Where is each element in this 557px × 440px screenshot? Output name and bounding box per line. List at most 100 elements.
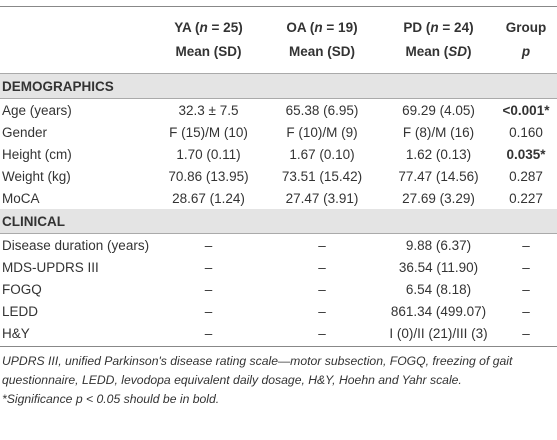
cell-text: Height (cm) bbox=[2, 146, 72, 162]
row-label: Gender bbox=[0, 121, 155, 143]
cell-text: – bbox=[204, 303, 213, 319]
header-cell: OA (n = 19) bbox=[262, 7, 382, 40]
cell-text: 73.51 (15.42) bbox=[281, 168, 363, 184]
header-text: Mean (SD) bbox=[288, 43, 355, 59]
header-text: n bbox=[430, 19, 439, 35]
row-label: H&Y bbox=[0, 322, 155, 347]
cell: 861.34 (499.07) bbox=[382, 300, 495, 322]
header-text: OA ( bbox=[286, 19, 315, 35]
cell-text: – bbox=[204, 281, 213, 297]
cell: 36.54 (11.90) bbox=[382, 256, 495, 278]
cell-text: Disease duration (years) bbox=[2, 237, 150, 253]
cell-text: F (8)/M (16) bbox=[402, 124, 475, 140]
data-row: H&Y – – I (0)/II (21)/III (3) – bbox=[0, 322, 557, 347]
cell: 0.227 bbox=[495, 187, 557, 209]
cell: – bbox=[262, 234, 382, 257]
header-text: Mean ( bbox=[405, 43, 449, 59]
section-row: CLINICAL bbox=[0, 209, 557, 234]
cell-text: – bbox=[204, 237, 213, 253]
header-cell: YA (n = 25) bbox=[155, 7, 262, 40]
cell-text: – bbox=[318, 259, 326, 275]
cell: – bbox=[155, 256, 262, 278]
cell-text: I (0)/II (21)/III (3) bbox=[389, 325, 488, 341]
section-title: CLINICAL bbox=[2, 213, 65, 229]
cell-text: <0.001* bbox=[502, 102, 550, 118]
header-row: YA (n = 25) OA (n = 19) PD (n = 24) Group bbox=[0, 7, 557, 40]
cell: – bbox=[262, 256, 382, 278]
data-row: Height (cm) 1.70 (0.11) 1.67 (0.10) 1.62 (0… bbox=[0, 143, 557, 165]
cell: – bbox=[262, 278, 382, 300]
cell: 70.86 (13.95) bbox=[155, 165, 262, 187]
cell: F (8)/M (16) bbox=[382, 121, 495, 143]
cell: 0.160 bbox=[495, 121, 557, 143]
header-text: ) bbox=[467, 43, 472, 59]
cell: – bbox=[495, 234, 557, 257]
cell-text: 0.227 bbox=[509, 190, 543, 206]
cell: 27.69 (3.29) bbox=[382, 187, 495, 209]
cell-text: F (15)/M (10) bbox=[169, 124, 248, 140]
cell-text: F (10)/M (9) bbox=[286, 124, 358, 140]
cell-text: LEDD bbox=[2, 303, 39, 319]
footnote: *Significance p < 0.05 should be in bold… bbox=[2, 392, 220, 406]
header-text: n bbox=[199, 19, 208, 35]
data-row: FOGQ – – 6.54 (8.18) – bbox=[0, 278, 557, 300]
cell-text: – bbox=[318, 237, 326, 253]
row-label: FOGQ bbox=[0, 278, 155, 300]
cell-text: MDS-UPDRS III bbox=[2, 259, 99, 275]
header-text: YA ( bbox=[174, 19, 200, 35]
cell: 65.38 (6.95) bbox=[262, 99, 382, 122]
cell-text: – bbox=[204, 259, 213, 275]
header-text: = 24) bbox=[438, 19, 474, 35]
data-row: LEDD – – 861.34 (499.07) – bbox=[0, 300, 557, 322]
cell-text: 1.67 (0.10) bbox=[289, 146, 355, 162]
section-title: DEMOGRAPHICS bbox=[2, 78, 114, 94]
footnote: UPDRS III, unified Parkinson's disease r… bbox=[2, 354, 513, 387]
cell-text: 9.88 (6.37) bbox=[405, 237, 472, 253]
cell: 0.287 bbox=[495, 165, 557, 187]
cell: – bbox=[262, 322, 382, 347]
header-cell: p bbox=[495, 39, 557, 74]
header-cell bbox=[0, 7, 155, 40]
cell-text: – bbox=[522, 237, 530, 253]
data-row: Age (years) 32.3 ± 7.5 65.38 (6.95) 69.29 (… bbox=[0, 99, 557, 122]
cell: – bbox=[155, 278, 262, 300]
row-label: LEDD bbox=[0, 300, 155, 322]
cell: 1.67 (0.10) bbox=[262, 143, 382, 165]
cell-text: 27.47 (3.91) bbox=[285, 190, 359, 206]
cell: 1.70 (0.11) bbox=[155, 143, 262, 165]
header-text: SD bbox=[448, 43, 468, 59]
header-cell bbox=[0, 39, 155, 74]
data-row: Weight (kg) 70.86 (13.95) 73.51 (15.42) 77.… bbox=[0, 165, 557, 187]
cell: – bbox=[495, 322, 557, 347]
cell: – bbox=[495, 278, 557, 300]
header-row: Mean (SD) Mean (SD) Mean (SD) p bbox=[0, 39, 557, 74]
header-text: Group bbox=[505, 19, 547, 35]
header-text: PD ( bbox=[403, 19, 431, 35]
cell-text: 27.69 (3.29) bbox=[402, 190, 475, 206]
cell: I (0)/II (21)/III (3) bbox=[382, 322, 495, 347]
row-label: Age (years) bbox=[0, 99, 155, 122]
cell-text: – bbox=[522, 259, 530, 275]
header-text: n bbox=[314, 19, 323, 35]
data-row: MoCA 28.67 (1.24) 27.47 (3.91) 27.69 (3.29)… bbox=[0, 187, 557, 209]
cell-text: 861.34 (499.07) bbox=[390, 303, 487, 319]
row-label: Disease duration (years) bbox=[0, 234, 155, 257]
cell-text: Age (years) bbox=[2, 102, 72, 118]
section-cell: DEMOGRAPHICS bbox=[0, 73, 557, 99]
header-cell: Mean (SD) bbox=[155, 39, 262, 74]
footnotes: UPDRS III, unified Parkinson's disease r… bbox=[2, 352, 554, 409]
cell: – bbox=[155, 234, 262, 257]
cell: – bbox=[262, 300, 382, 322]
header-text: = 25) bbox=[207, 19, 243, 35]
row-label: MoCA bbox=[0, 187, 155, 209]
cell-text: Weight (kg) bbox=[2, 168, 71, 184]
cell: 27.47 (3.91) bbox=[262, 187, 382, 209]
cell-text: – bbox=[204, 325, 213, 341]
header-cell: Mean (SD) bbox=[382, 39, 495, 74]
cell-text: 28.67 (1.24) bbox=[172, 190, 245, 206]
header-text: p bbox=[521, 43, 531, 59]
cell-text: FOGQ bbox=[2, 281, 42, 297]
cell-text: 0.287 bbox=[509, 168, 543, 184]
row-label: MDS-UPDRS III bbox=[0, 256, 155, 278]
